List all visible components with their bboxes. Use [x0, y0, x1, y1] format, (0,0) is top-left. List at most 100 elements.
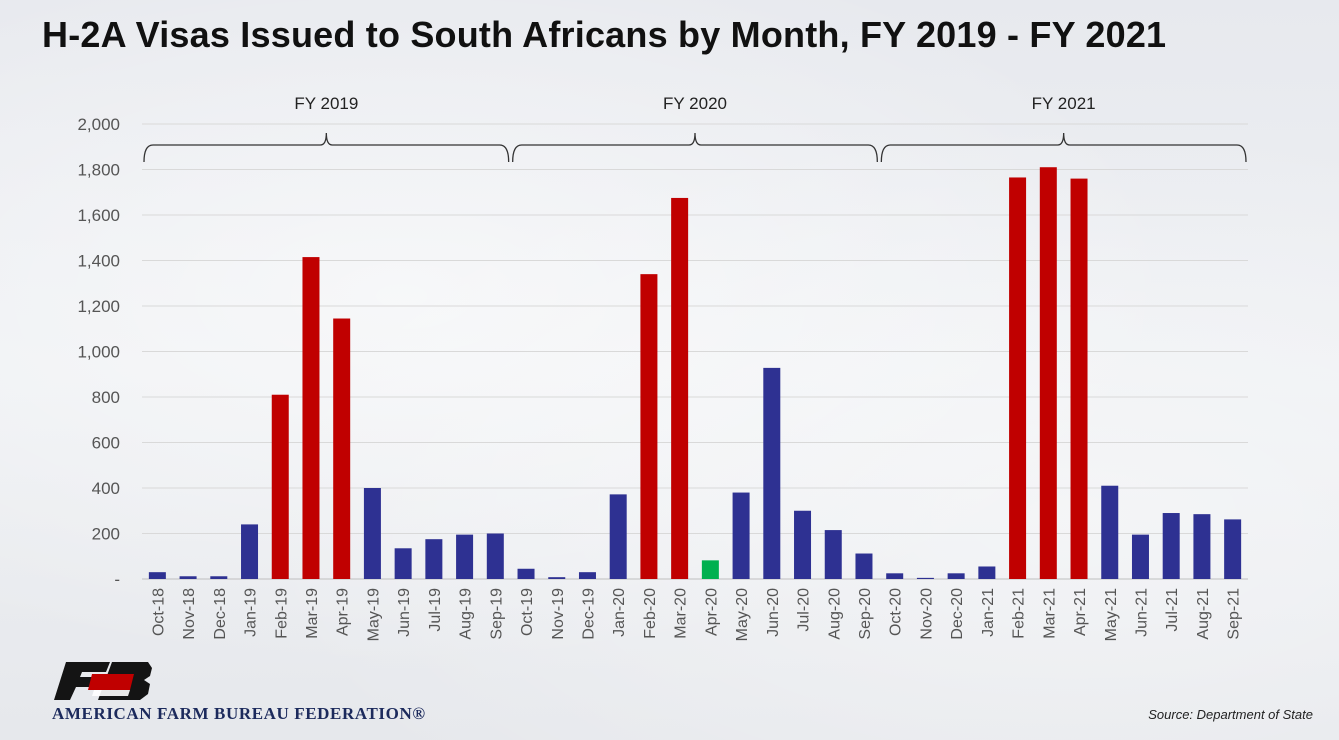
x-tick-label: Feb-21 — [1011, 588, 1028, 639]
x-tick-label: Sep-21 — [1226, 588, 1243, 640]
bar — [517, 568, 535, 579]
fy-bracket — [880, 132, 1247, 163]
bar — [1224, 519, 1242, 579]
x-tick-label: Mar-19 — [304, 588, 321, 639]
y-tick-label: 1,200 — [77, 297, 120, 316]
afbf-logo-text: AMERICAN FARM BUREAU FEDERATION® — [52, 704, 426, 723]
bar — [947, 573, 965, 579]
bar — [701, 560, 719, 579]
x-tick-label: Jul-21 — [1164, 588, 1181, 632]
bar — [241, 524, 259, 579]
x-tick-label: Dec-19 — [580, 588, 597, 640]
x-tick-label: Nov-20 — [918, 588, 935, 640]
bar — [1101, 485, 1119, 579]
x-tick-label: Jan-21 — [980, 588, 997, 637]
x-tick-label: Dec-18 — [212, 588, 229, 640]
bar — [1131, 534, 1149, 579]
y-tick-label: 1,800 — [77, 161, 120, 180]
bar — [886, 573, 904, 579]
fy-bracket — [512, 132, 878, 163]
bar — [1039, 167, 1057, 579]
bar — [333, 318, 351, 579]
x-tick-label: Oct-19 — [519, 588, 536, 636]
x-tick-label: Jun-20 — [765, 588, 782, 637]
y-tick-label: - — [114, 570, 120, 589]
x-tick-label: Apr-20 — [703, 588, 720, 636]
x-tick-label: Sep-19 — [488, 588, 505, 640]
y-tick-label: 1,000 — [77, 343, 120, 362]
bar — [794, 510, 812, 579]
x-tick-label: Jul-19 — [427, 588, 444, 632]
fiscal-year-brackets: FY 2019 FY 2020 FY 2021 — [143, 94, 1247, 163]
y-tick-label: 1,600 — [77, 206, 120, 225]
bar — [978, 566, 996, 579]
x-tick-label: Feb-20 — [642, 588, 659, 639]
x-tick-label: Mar-21 — [1041, 588, 1058, 639]
y-tick-label: 800 — [92, 388, 120, 407]
x-tick-label: Oct-20 — [888, 588, 905, 636]
bar — [824, 530, 842, 579]
bar — [363, 488, 381, 579]
x-tick-label: Aug-21 — [1195, 588, 1212, 640]
x-tick-label: Dec-20 — [949, 588, 966, 640]
x-tick-label: Mar-20 — [673, 588, 690, 639]
bar — [732, 492, 750, 579]
x-tick-label: Nov-19 — [550, 588, 567, 640]
y-axis-ticks: - 200 400 600 800 1,000 1,200 1,400 1,600 1,800 2,… — [77, 115, 120, 589]
x-tick-label: Jun-19 — [396, 588, 413, 637]
x-tick-label: Oct-18 — [150, 588, 167, 636]
gridlines — [142, 123, 1248, 580]
bar — [578, 572, 596, 579]
x-tick-label: Jan-19 — [243, 588, 260, 637]
bar — [855, 553, 873, 579]
bar — [210, 576, 228, 579]
bar — [1193, 514, 1211, 579]
x-tick-label: May-20 — [734, 588, 751, 641]
x-tick-label: Aug-19 — [458, 588, 475, 640]
x-tick-label: Jun-21 — [1133, 588, 1150, 637]
y-tick-label: 2,000 — [77, 115, 120, 134]
x-tick-label: Sep-20 — [857, 588, 874, 640]
x-tick-label: Jul-20 — [796, 588, 813, 632]
y-tick-label: 200 — [92, 525, 120, 544]
bar — [302, 257, 320, 579]
bar — [1070, 178, 1088, 579]
y-tick-label: 1,400 — [77, 252, 120, 271]
x-tick-label: Aug-20 — [826, 588, 843, 640]
x-tick-label: Jan-20 — [611, 588, 628, 637]
x-tick-label: May-21 — [1103, 588, 1120, 641]
bar — [609, 494, 627, 579]
bar — [271, 394, 289, 579]
x-axis-labels: Oct-18 Nov-18 Dec-18 Jan-19 Feb-19 Mar-19 Apr-… — [150, 588, 1242, 641]
y-tick-label: 600 — [92, 434, 120, 453]
bar — [179, 576, 197, 579]
bar — [148, 572, 166, 579]
bar — [1162, 513, 1180, 579]
chart-title: H-2A Visas Issued to South Africans by M… — [42, 14, 1167, 55]
fy-group-label: FY 2020 — [663, 94, 727, 113]
fy-group-label: FY 2019 — [294, 94, 358, 113]
bar — [640, 274, 658, 579]
bar — [486, 533, 504, 579]
bar — [425, 539, 443, 579]
x-tick-label: Apr-21 — [1072, 588, 1089, 636]
bar — [916, 577, 934, 579]
afbf-logo: AMERICAN FARM BUREAU FEDERATION® — [52, 660, 482, 730]
y-tick-label: 400 — [92, 479, 120, 498]
bars — [148, 167, 1242, 579]
fy-group-label: FY 2021 — [1032, 94, 1096, 113]
bar — [1009, 177, 1027, 579]
bar — [394, 548, 412, 579]
fy-bracket — [143, 132, 510, 163]
x-tick-label: Apr-19 — [335, 588, 352, 636]
bar — [548, 577, 566, 579]
source-note: Source: Department of State — [1148, 707, 1313, 722]
x-tick-label: Nov-18 — [181, 588, 198, 640]
bar — [671, 197, 689, 579]
bar — [456, 534, 474, 579]
bar — [763, 367, 781, 579]
x-tick-label: Feb-19 — [273, 588, 290, 639]
x-tick-label: May-19 — [365, 588, 382, 641]
